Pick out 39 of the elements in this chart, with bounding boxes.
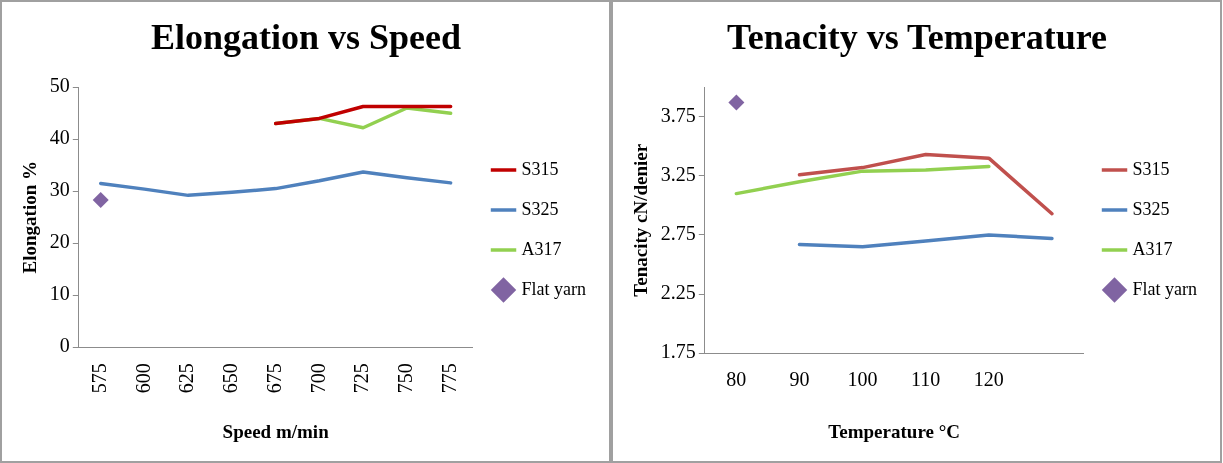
x-tick-label: 750 — [394, 363, 417, 394]
y-tick-label: 3.25 — [660, 163, 696, 186]
y-tick-label: 2.75 — [660, 222, 696, 245]
x-tick-label: 625 — [175, 363, 198, 394]
y-tick-label: 50 — [49, 74, 70, 97]
x-tick-label: 575 — [87, 363, 110, 394]
y-tick-label: 40 — [49, 126, 70, 149]
legend-label: S325 — [521, 198, 559, 219]
x-tick-label: 675 — [262, 363, 285, 394]
x-tick-label: 100 — [847, 368, 878, 391]
legend-label: Flat yarn — [521, 278, 587, 299]
x-tick-label: 700 — [306, 363, 329, 394]
chart-title: Elongation vs Speed — [150, 16, 462, 57]
x-axis-title: Temperature °C — [828, 420, 960, 442]
legend-label: Flat yarn — [1132, 278, 1198, 299]
x-tick-label: 775 — [437, 363, 460, 394]
y-axis-title: Tenacity cN/denier — [630, 143, 652, 297]
y-tick-label: 3.75 — [660, 104, 696, 127]
y-tick-label: 10 — [49, 282, 70, 305]
y-tick-label: 0 — [59, 334, 70, 357]
legend-label: A317 — [521, 238, 562, 259]
legend-label: A317 — [1132, 238, 1173, 259]
chart-title: Tenacity vs Temperature — [726, 16, 1108, 57]
x-tick-label: 120 — [973, 368, 1004, 391]
legend-label: S325 — [1132, 198, 1170, 219]
y-tick-label: 1.75 — [660, 340, 696, 363]
y-axis-title: Elongation % — [19, 160, 41, 274]
y-tick-label: 20 — [49, 230, 70, 253]
x-tick-label: 650 — [219, 363, 242, 394]
x-axis-title: Speed m/min — [222, 420, 330, 442]
legend-label: S315 — [1132, 158, 1170, 179]
x-tick-label: 725 — [350, 363, 373, 394]
x-tick-label: 600 — [131, 363, 154, 394]
y-tick-label: 2.25 — [660, 281, 696, 304]
x-tick-label: 80 — [726, 368, 747, 391]
x-tick-label: 90 — [789, 368, 810, 391]
legend-label: S315 — [521, 158, 559, 179]
x-tick-label: 110 — [911, 368, 941, 391]
y-tick-label: 30 — [49, 178, 70, 201]
